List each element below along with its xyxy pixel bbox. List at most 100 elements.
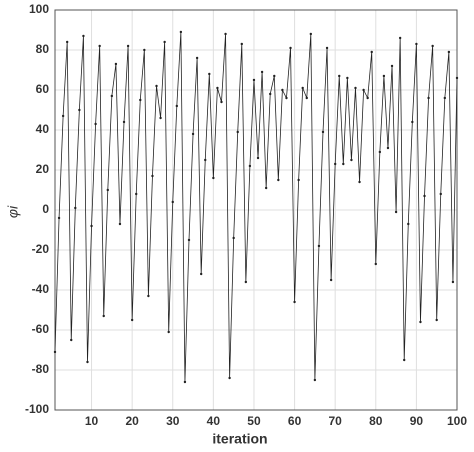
x-tick-label: 100 (447, 414, 467, 428)
data-point (269, 92, 272, 96)
data-point (321, 130, 325, 134)
data-point (126, 44, 130, 48)
data-point (370, 50, 373, 54)
x-tick-label: 90 (410, 414, 424, 428)
data-point (199, 272, 203, 276)
data-point (427, 96, 430, 100)
data-point (216, 86, 219, 90)
data-point (419, 320, 422, 324)
data-point (342, 162, 345, 166)
data-point (252, 78, 256, 82)
data-point (407, 222, 410, 226)
data-point (281, 88, 284, 92)
data-point (378, 150, 382, 154)
data-point (228, 376, 231, 380)
data-point (82, 34, 85, 38)
data-point (374, 262, 377, 266)
data-point (78, 108, 81, 112)
data-point (224, 32, 227, 36)
data-point (354, 86, 357, 90)
data-point (439, 192, 442, 196)
data-point (232, 236, 235, 240)
data-point (260, 70, 264, 74)
y-tick-label: -20 (32, 242, 50, 256)
data-point (297, 178, 300, 182)
data-point (329, 278, 333, 282)
data-point (411, 120, 414, 124)
data-point (195, 56, 199, 60)
y-tick-label: 100 (29, 2, 49, 16)
data-point (65, 40, 69, 44)
data-point (94, 122, 97, 126)
y-tick-label: 40 (36, 122, 50, 136)
data-point (289, 46, 292, 50)
data-point (301, 86, 304, 90)
series-line (54, 31, 458, 383)
y-tick-label: -60 (32, 322, 50, 336)
plot-frame (54, 9, 458, 411)
data-point (70, 338, 73, 342)
data-point (285, 96, 288, 100)
data-point (61, 114, 65, 118)
y-tick-label: 0 (42, 202, 49, 216)
data-point (167, 330, 170, 334)
y-tick-label: -40 (32, 282, 50, 296)
y-tick-label: 20 (36, 162, 50, 176)
y-axis-label: φi (5, 205, 21, 218)
data-point (74, 206, 77, 210)
data-point (415, 42, 418, 46)
data-point (248, 164, 252, 168)
data-point (159, 116, 162, 120)
data-point (98, 44, 101, 48)
data-point (143, 48, 146, 52)
x-tick-label: 70 (329, 414, 343, 428)
y-tick-label: -80 (32, 362, 50, 376)
y-tick-label: -100 (25, 402, 49, 416)
data-point (338, 74, 341, 78)
x-tick-label: 50 (247, 414, 261, 428)
x-tick-label: 40 (207, 414, 221, 428)
data-point (155, 84, 158, 88)
data-point (325, 46, 329, 50)
data-point (114, 62, 118, 66)
y-tick-label: 60 (36, 82, 50, 96)
data-point (163, 40, 166, 44)
x-axis-label: iteration (212, 431, 267, 447)
data-point (305, 96, 308, 100)
x-tick-label: 30 (166, 414, 180, 428)
data-point (191, 132, 195, 136)
data-point (102, 314, 105, 318)
data-point (53, 350, 57, 354)
data-point (175, 104, 179, 108)
data-point (244, 280, 248, 284)
x-tick-label: 10 (85, 414, 99, 428)
data-point (139, 98, 142, 102)
data-point (455, 76, 459, 80)
data-point (151, 174, 154, 178)
data-point (443, 96, 447, 100)
data-point (110, 94, 114, 98)
data-point (366, 96, 369, 100)
data-point (204, 158, 207, 162)
y-tick-label: 80 (36, 42, 50, 56)
data-point (390, 64, 394, 68)
data-point (179, 30, 183, 34)
data-point (118, 222, 122, 226)
data-point (264, 186, 268, 190)
data-point (212, 176, 215, 180)
data-point (394, 210, 398, 214)
data-point (187, 238, 191, 242)
data-point (403, 358, 406, 362)
data-point (236, 130, 239, 134)
data-point (386, 146, 390, 150)
data-point (147, 294, 150, 298)
data-point (431, 44, 434, 48)
data-point (208, 72, 211, 76)
data-point (277, 178, 280, 182)
data-point (130, 318, 134, 322)
data-point (447, 50, 451, 54)
data-point (435, 318, 438, 322)
data-point (346, 76, 349, 80)
data-point (86, 360, 89, 364)
